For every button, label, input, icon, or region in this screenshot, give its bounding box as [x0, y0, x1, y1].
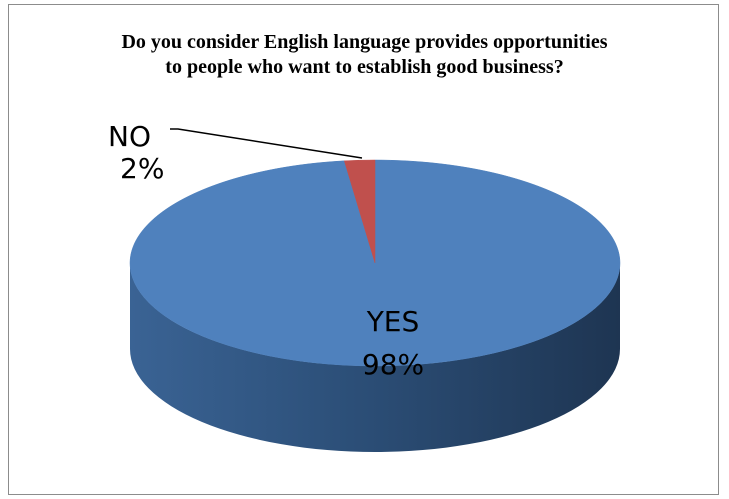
- data-label-yes-name: YES: [366, 305, 420, 338]
- pie-side-yes: [130, 263, 620, 452]
- chart-title-line-1: Do you consider English language provide…: [121, 31, 608, 53]
- leader-line-no: [170, 128, 363, 159]
- pie-slice-no: [343, 159, 376, 264]
- label-layer: YES 98% NO2%: [108, 120, 424, 381]
- data-label-no-value: 2%: [120, 152, 164, 185]
- pie-layer: [129, 159, 621, 452]
- data-label-yes-value: 98%: [362, 348, 424, 381]
- chart-title-line-2: to people who want to establish good bus…: [165, 56, 564, 78]
- data-label-no-name: NO: [108, 120, 151, 153]
- chart-title: Do you consider English language provide…: [0, 30, 729, 80]
